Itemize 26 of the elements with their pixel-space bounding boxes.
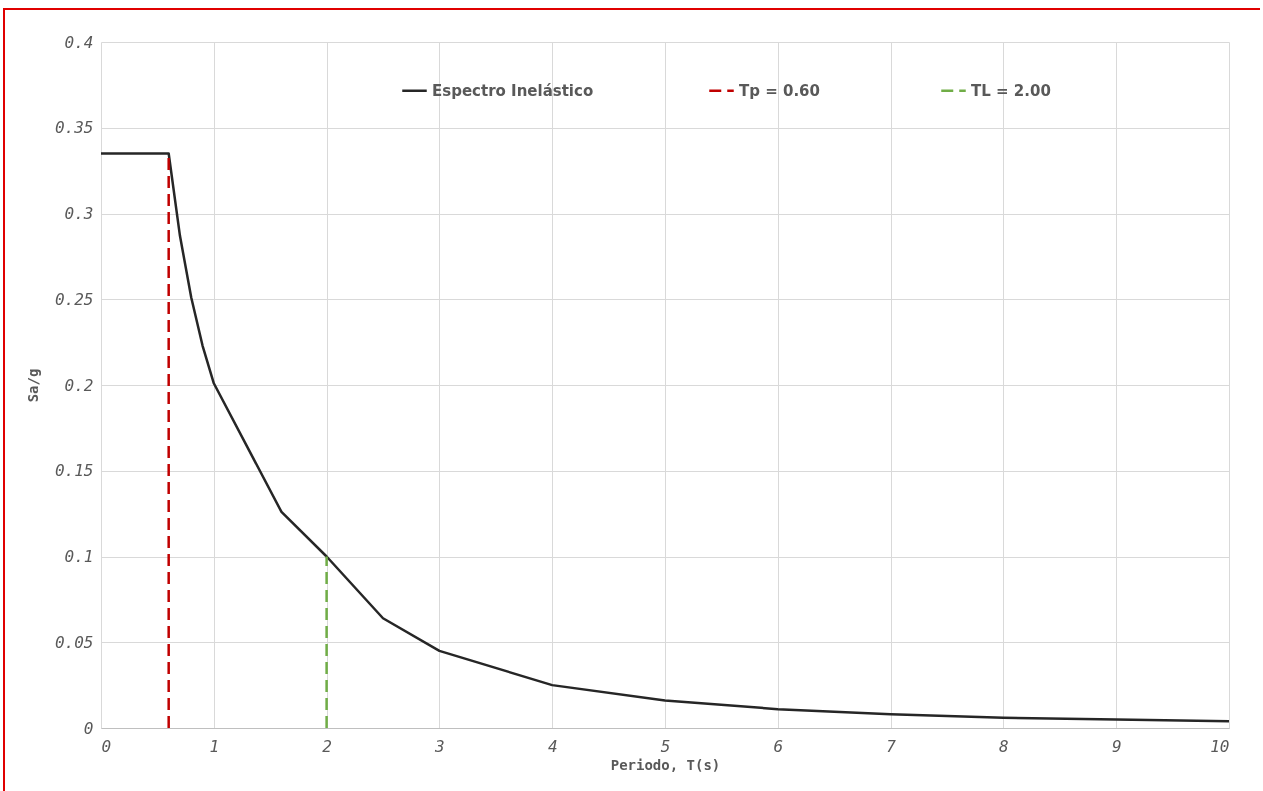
x-tick-label: 1 [209,736,220,756]
y-tick-label: 0.35 [54,118,94,138]
y-tick-label: 0.05 [54,632,94,652]
legend-label: Espectro Inelástico [432,81,594,100]
x-tick-label: 5 [660,736,671,756]
x-tick-label: 10 [1210,736,1230,756]
y-tick-label: 0.15 [54,461,94,481]
y-tick-label: 0 [83,718,94,738]
x-tick-label: 4 [547,736,558,756]
x-tick-label: 2 [322,736,332,756]
y-tick-label: 0.3 [64,204,94,223]
x-tick-label: 7 [886,736,897,756]
y-tick-label: 0.2 [64,375,94,395]
line-series [99,152,1231,723]
x-tick-label: 6 [773,736,784,756]
y-tick-label: 0.25 [54,289,94,309]
x-tick-label: 9 [1111,736,1122,756]
x-axis-title: Periodo, T(s) [610,756,721,773]
legend-label: Tp = 0.60 [739,81,820,100]
legend-label: TL = 2.00 [971,81,1051,100]
x-tick-label: 0 [101,736,112,756]
x-tick-label: 3 [434,736,445,756]
y-tick-label: 0.4 [64,32,94,52]
y-axis-title: Sa/g [24,368,41,403]
y-tick-label: 0.1 [64,547,94,566]
x-tick-label: 8 [999,736,1009,756]
